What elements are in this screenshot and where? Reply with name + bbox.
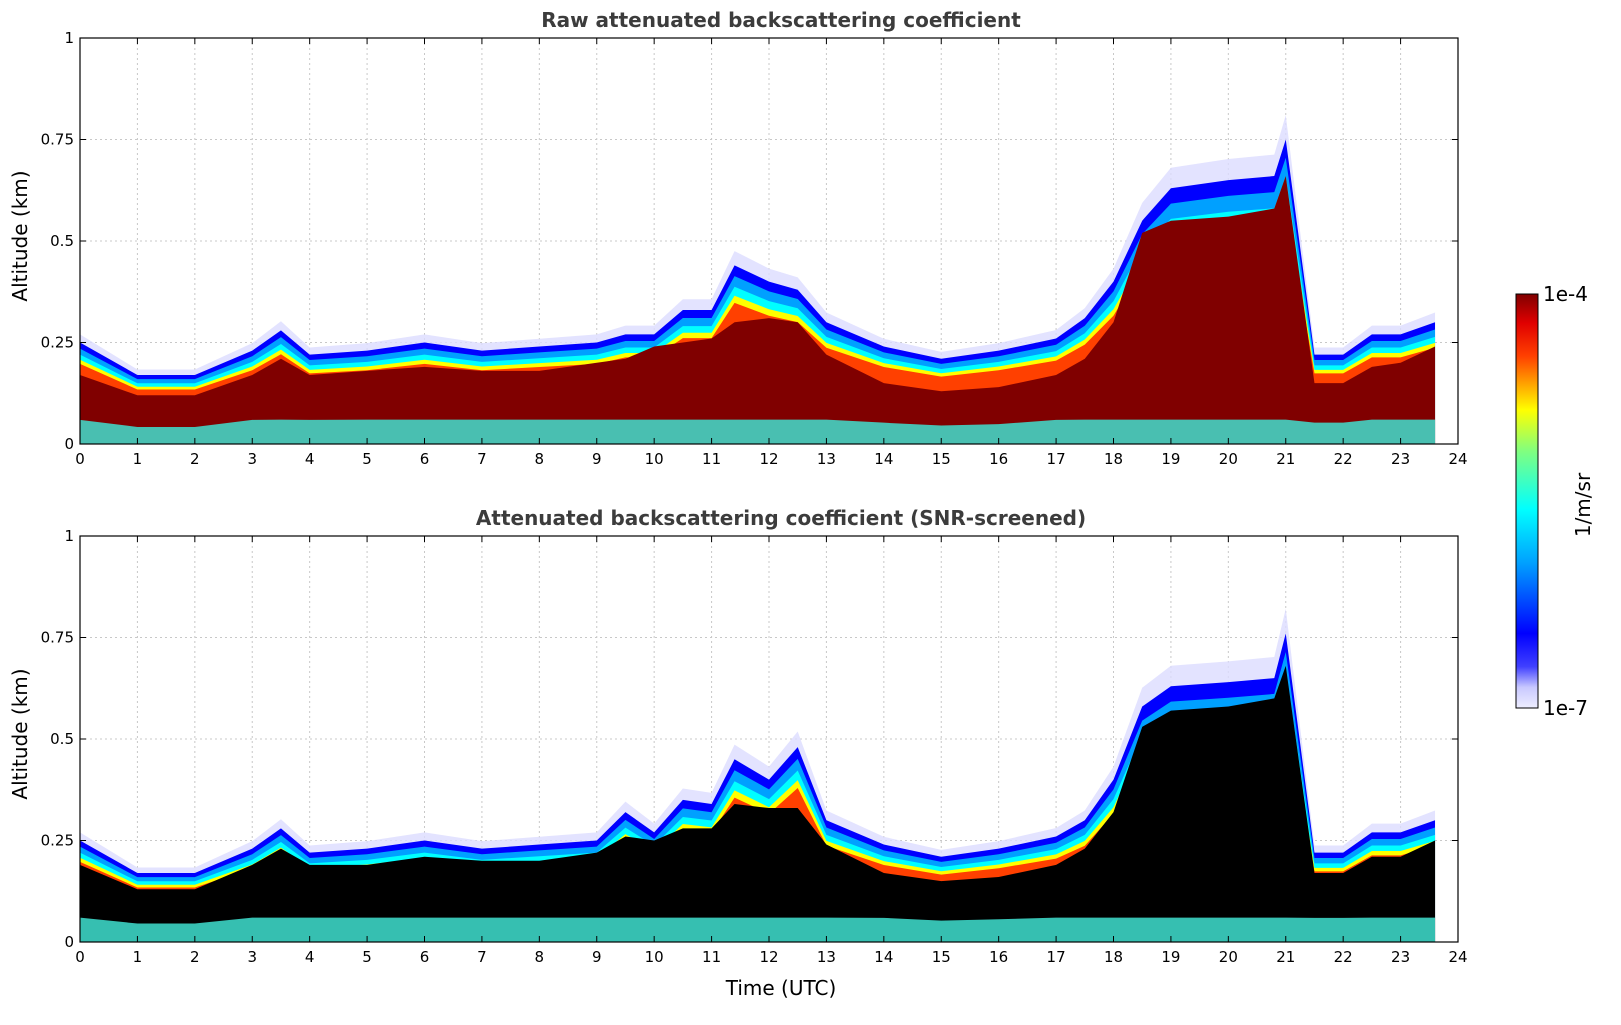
raw-x-tick-label: 4 bbox=[305, 450, 315, 468]
snr-x-tick-label: 12 bbox=[759, 948, 778, 966]
raw-x-tick-label: 2 bbox=[190, 450, 200, 468]
snr-x-tick-label: 24 bbox=[1448, 948, 1467, 966]
raw-x-tick-label: 12 bbox=[759, 450, 778, 468]
raw-panel-axes: 0 1 2 3 4 5 6 7 8 9 10 11 12 13 14 15 16 17 18 19 20 21 22 23 24… bbox=[41, 29, 1468, 468]
colorbar: 1e-4 1e-7 1/m/sr bbox=[1515, 282, 1595, 720]
snr-y-tick-label: 1 bbox=[64, 527, 74, 545]
snr-x-tick-label: 18 bbox=[1104, 948, 1123, 966]
raw-surface-band bbox=[80, 419, 1436, 444]
raw-y-tick-label: 1 bbox=[64, 29, 74, 47]
snr-x-tick-label: 17 bbox=[1047, 948, 1066, 966]
raw-x-tick-label: 9 bbox=[592, 450, 602, 468]
raw-x-tick-label: 16 bbox=[989, 450, 1008, 468]
snr-x-tick-label: 21 bbox=[1276, 948, 1295, 966]
snr-x-tick-label: 20 bbox=[1219, 948, 1238, 966]
snr-x-tick-label: 1 bbox=[133, 948, 143, 966]
snr-panel-plot-area bbox=[80, 536, 1458, 942]
snr-x-tick-label: 15 bbox=[932, 948, 951, 966]
snr-dense-core-band bbox=[80, 665, 1436, 942]
snr-x-tick-label: 14 bbox=[874, 948, 893, 966]
raw-x-tick-label: 1 bbox=[133, 450, 143, 468]
snr-x-tick-label: 5 bbox=[362, 948, 372, 966]
snr-x-tick-label: 10 bbox=[645, 948, 664, 966]
raw-x-tick-label: 7 bbox=[477, 450, 487, 468]
snr-panel-axes: 0 1 2 3 4 5 6 7 8 9 10 11 12 13 14 15 16 17 18 19 20 21 22 23 24… bbox=[41, 527, 1468, 966]
raw-panel-title: Raw attenuated backscattering coefficien… bbox=[541, 8, 1021, 32]
raw-panel-plot-area bbox=[80, 38, 1458, 445]
snr-panel-y-axis-label: Altitude (km) bbox=[8, 668, 32, 799]
raw-x-tick-label: 10 bbox=[645, 450, 664, 468]
colorbar-gradient bbox=[1515, 293, 1539, 709]
snr-x-tick-label: 19 bbox=[1161, 948, 1180, 966]
snr-x-tick-label: 7 bbox=[477, 948, 487, 966]
raw-y-tick-label: 0.5 bbox=[50, 232, 74, 250]
raw-x-tick-label: 17 bbox=[1047, 450, 1066, 468]
raw-x-tick-label: 23 bbox=[1391, 450, 1410, 468]
raw-panel-y-axis-label: Altitude (km) bbox=[8, 170, 32, 301]
raw-x-tick-label: 6 bbox=[420, 450, 430, 468]
snr-x-tick-label: 6 bbox=[420, 948, 430, 966]
colorbar-unit-label: 1/m/sr bbox=[1571, 472, 1595, 537]
raw-y-tick-label: 0.25 bbox=[41, 334, 74, 352]
raw-dense-core-band bbox=[80, 176, 1436, 445]
raw-x-tick-label: 3 bbox=[247, 450, 257, 468]
colorbar-min-label: 1e-7 bbox=[1543, 696, 1588, 720]
snr-x-tick-label: 11 bbox=[702, 948, 721, 966]
snr-x-tick-label: 2 bbox=[190, 948, 200, 966]
colorbar-max-label: 1e-4 bbox=[1543, 282, 1588, 306]
snr-x-tick-label: 16 bbox=[989, 948, 1008, 966]
raw-x-tick-label: 0 bbox=[75, 450, 85, 468]
x-axis-label: Time (UTC) bbox=[725, 976, 837, 1000]
raw-x-tick-label: 14 bbox=[874, 450, 893, 468]
raw-x-tick-label: 5 bbox=[362, 450, 372, 468]
snr-x-tick-label: 22 bbox=[1334, 948, 1353, 966]
raw-y-tick-label: 0.75 bbox=[41, 131, 74, 149]
snr-x-tick-label: 3 bbox=[247, 948, 257, 966]
snr-y-tick-label: 0.5 bbox=[50, 730, 74, 748]
snr-y-tick-label: 0.25 bbox=[41, 832, 74, 850]
raw-x-tick-label: 18 bbox=[1104, 450, 1123, 468]
raw-x-tick-label: 24 bbox=[1448, 450, 1467, 468]
raw-y-tick-label: 0 bbox=[64, 435, 74, 453]
snr-x-tick-label: 13 bbox=[817, 948, 836, 966]
snr-surface-band bbox=[80, 917, 1436, 942]
snr-x-tick-label: 4 bbox=[305, 948, 315, 966]
raw-x-tick-label: 22 bbox=[1334, 450, 1353, 468]
raw-x-tick-label: 19 bbox=[1161, 450, 1180, 468]
snr-panel-title: Attenuated backscattering coefficient (S… bbox=[476, 506, 1086, 530]
snr-screened-panel: Attenuated backscattering coefficient (S… bbox=[8, 506, 1468, 1000]
raw-x-tick-label: 21 bbox=[1276, 450, 1295, 468]
snr-x-tick-label: 9 bbox=[592, 948, 602, 966]
snr-x-tick-label: 8 bbox=[535, 948, 545, 966]
snr-x-tick-label: 0 bbox=[75, 948, 85, 966]
snr-y-tick-label: 0.75 bbox=[41, 629, 74, 647]
raw-x-tick-label: 13 bbox=[817, 450, 836, 468]
raw-x-tick-label: 11 bbox=[702, 450, 721, 468]
snr-x-tick-label: 23 bbox=[1391, 948, 1410, 966]
snr-y-tick-label: 0 bbox=[64, 933, 74, 951]
raw-x-tick-label: 15 bbox=[932, 450, 951, 468]
raw-backscatter-panel: Raw attenuated backscattering coefficien… bbox=[8, 8, 1468, 468]
raw-x-tick-label: 8 bbox=[535, 450, 545, 468]
raw-x-tick-label: 20 bbox=[1219, 450, 1238, 468]
